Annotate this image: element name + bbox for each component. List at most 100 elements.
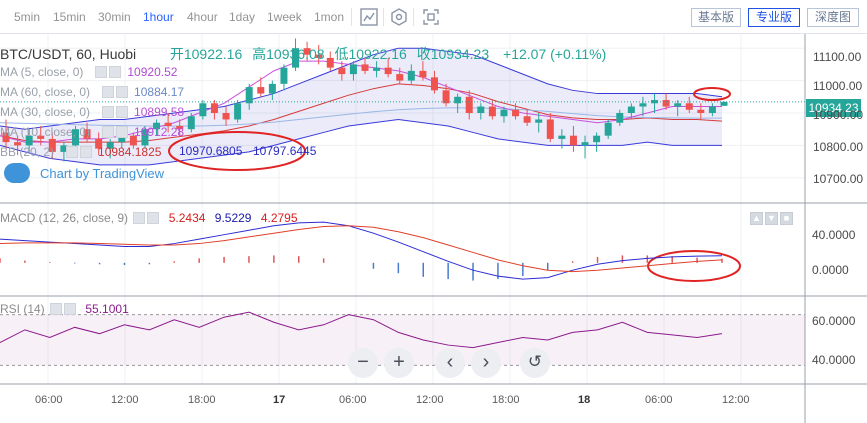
price-tick-label: 11100.00: [813, 50, 862, 64]
indicator-close-icon[interactable]: [116, 86, 129, 98]
pane-maximize-icon[interactable]: ■: [780, 212, 793, 225]
macd-close-icon[interactable]: [147, 212, 160, 224]
rsi-tick-label: 40.0000: [812, 353, 856, 367]
rsi-close-icon[interactable]: [64, 303, 77, 315]
indicator-value: 10899.58: [134, 105, 185, 119]
timeframe-5min[interactable]: 5min: [14, 10, 41, 24]
candle-body: [14, 142, 22, 146]
candle-body: [60, 145, 68, 152]
candle-body: [569, 135, 577, 146]
candle-body: [708, 106, 716, 113]
timeframe-1week[interactable]: 1week: [267, 10, 302, 24]
candle-body: [199, 103, 207, 117]
time-tick-label: 06:00: [339, 394, 367, 406]
macd-tick-label: 0.0000: [812, 263, 849, 277]
candle-body: [118, 135, 126, 143]
zoom-in-button[interactable]: +: [384, 348, 414, 378]
indicator-settings-icon[interactable]: [66, 146, 79, 158]
candle-body: [48, 138, 56, 152]
tradingview-watermark[interactable]: Chart by TradingView: [4, 163, 164, 183]
scroll-left-button[interactable]: ‹: [435, 348, 465, 378]
indicator-settings-icon[interactable]: [102, 126, 115, 138]
candle-body: [280, 67, 288, 84]
view-basic-button[interactable]: 基本版: [691, 8, 741, 27]
candle-body: [442, 90, 450, 104]
indicator-close-icon[interactable]: [80, 146, 93, 158]
candle-body: [153, 122, 161, 130]
change-value: +12.07 (+0.11%): [503, 46, 607, 62]
timeframe-30min[interactable]: 30min: [98, 10, 131, 24]
candle-body: [326, 57, 334, 68]
macd-legend: MACD (12, 26, close, 9) 5.2434 9.5229 4.…: [0, 211, 298, 225]
candle-body: [164, 122, 172, 126]
pane-down-icon[interactable]: ▼: [765, 212, 778, 225]
timeframe-15min[interactable]: 15min: [53, 10, 86, 24]
view-depth-button[interactable]: 深度图: [807, 8, 859, 27]
view-pro-button[interactable]: 专业版: [748, 8, 800, 27]
candle-body: [338, 67, 346, 75]
price-chart[interactable]: BTC/USDT, 60, Huobi 开10922.16 高10936.08 …: [0, 34, 867, 423]
timeframe-1mon[interactable]: 1mon: [314, 10, 345, 24]
indicator-name: MA (10, close, 0): [0, 125, 91, 139]
macd-signal-line: [0, 225, 723, 273]
indicator-value: 10920.52: [127, 65, 178, 79]
indicator-legend-row: MA (30, close, 0) 10899.58: [0, 105, 184, 121]
zoom-out-button[interactable]: −: [348, 348, 378, 378]
candle-body: [349, 64, 357, 75]
timeframe-1hour[interactable]: 1hour: [143, 10, 174, 24]
toolbar-divider: [351, 8, 352, 26]
candle-body: [430, 77, 438, 91]
current-price-tag: 10934.23: [806, 99, 861, 117]
time-tick-label: 18:00: [188, 394, 216, 406]
pane-controls: ▲ ▼ ■: [750, 208, 795, 226]
indicator-settings-icon[interactable]: [95, 66, 108, 78]
candle-body: [477, 106, 485, 113]
rsi-legend: RSI (14) 55.1001: [0, 302, 129, 316]
annotation-ellipse: [168, 131, 306, 171]
annotation-value-1: 10970.6805: [179, 144, 243, 158]
close-value: 10934.23: [430, 46, 490, 62]
scroll-right-button[interactable]: ›: [471, 348, 501, 378]
candle-body: [245, 87, 253, 104]
candle-body: [210, 103, 218, 113]
chart-type-icon[interactable]: [360, 8, 378, 26]
candle-body: [373, 67, 381, 71]
candle-body: [616, 113, 624, 123]
candle-body: [95, 138, 103, 149]
indicator-settings-icon[interactable]: [102, 86, 115, 98]
price-tick-label: 10700.00: [813, 172, 864, 186]
fullscreen-icon[interactable]: [422, 8, 440, 26]
timeframe-4hour[interactable]: 4hour: [187, 10, 218, 24]
macd-hist-value: 4.2795: [260, 211, 298, 225]
ohlc-legend: BTC/USDT, 60, Huobi 开10922.16 高10936.08 …: [0, 44, 606, 64]
candle-body: [685, 103, 693, 110]
rsi-tick-label: 60.0000: [812, 314, 856, 328]
candle-body: [303, 48, 311, 55]
toolbar-divider: [383, 8, 384, 26]
candle-body: [546, 119, 554, 139]
macd-settings-icon[interactable]: [133, 212, 146, 224]
indicator-icon[interactable]: [390, 8, 408, 26]
rsi-settings-icon[interactable]: [50, 303, 63, 315]
low-label: 低: [334, 46, 349, 62]
candle-body: [500, 109, 508, 117]
price-tick-label: 10800.00: [813, 140, 864, 154]
pane-up-icon[interactable]: ▲: [750, 212, 763, 225]
time-tick-label: 18: [578, 394, 591, 406]
reset-chart-button[interactable]: ↺: [520, 348, 550, 378]
indicator-settings-icon[interactable]: [102, 106, 115, 118]
macd-signal-value: 9.5229: [214, 211, 252, 225]
candle-body: [627, 106, 635, 113]
candle-body: [187, 116, 195, 130]
indicator-close-icon[interactable]: [116, 126, 129, 138]
indicator-close-icon[interactable]: [109, 66, 122, 78]
indicator-value: 10884.17: [134, 85, 185, 99]
macd-line: [0, 221, 723, 280]
candle-body: [234, 103, 242, 120]
candle-body: [488, 106, 496, 117]
indicator-close-icon[interactable]: [116, 106, 129, 118]
candle-body: [129, 135, 137, 146]
candle-body: [419, 70, 427, 78]
timeframe-1day[interactable]: 1day: [229, 10, 256, 24]
candle-body: [141, 129, 149, 146]
